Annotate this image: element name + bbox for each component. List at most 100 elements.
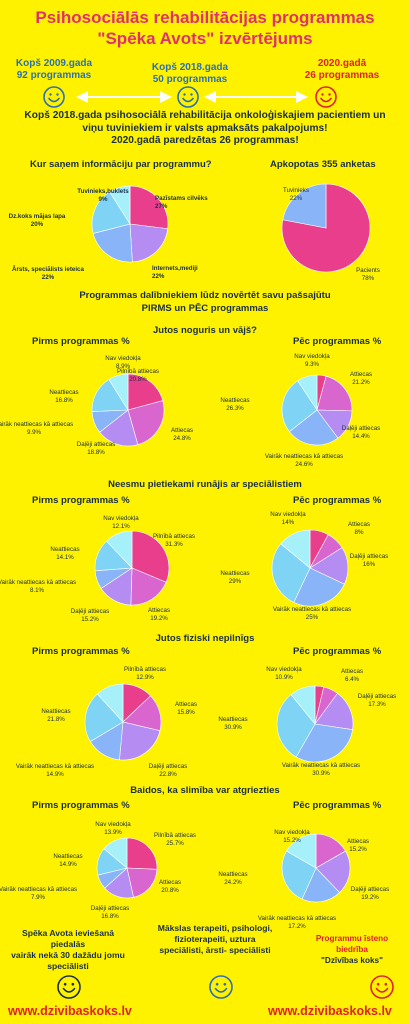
stat-2018-year: Kopš 2018.gada (151, 62, 229, 73)
slice-label: Vairāk neattiecas kā attiecas (0, 579, 76, 586)
slice-label: Daļēji attiecas (149, 763, 188, 770)
footer-middle-line1: Mākslas terapeiti, psihologi, (157, 923, 273, 933)
slice-label: Vairāk neattiecas kā attiecas (273, 606, 351, 613)
slice-label: Pilnībā attiecas (117, 368, 159, 375)
slice-value: 25% (306, 614, 319, 621)
slice-value: 22% (152, 273, 165, 280)
slice-label: Ārsts, speciālists ieteica (12, 266, 84, 273)
slice-label: Attiecas (175, 701, 197, 708)
slice-label: Daļēji attiecas (358, 693, 397, 700)
pie-slice (127, 373, 164, 411)
stat-2018: Kopš 2018.gada 50 programmas (140, 62, 240, 86)
slice-value: 20% (31, 221, 44, 228)
slice-value: 27% (155, 203, 168, 210)
slice-value: 16.8% (101, 913, 119, 920)
slice-value: 26.3% (226, 405, 244, 412)
pie-slice (295, 723, 353, 763)
pie-slice (103, 837, 128, 869)
pie-slice (281, 850, 317, 900)
q4-after-label: Pēc programmas % (293, 800, 382, 811)
slice-label: Nav viedokļa (105, 355, 141, 362)
smiley-face-icon (57, 975, 81, 999)
q2-after-label: Pēc programmas % (293, 495, 382, 506)
pie-slice (293, 567, 345, 607)
smiley-face-icon (43, 86, 65, 108)
slice-value: 25.7% (166, 840, 184, 847)
slice-label: Nav viedokļa (95, 821, 131, 828)
q4-before-label: Pirms programmas % (32, 800, 130, 811)
pie-slice (290, 685, 316, 725)
website-link-right[interactable]: www.dzivibaskoks.lv (268, 1004, 392, 1018)
pie-slice (96, 683, 124, 723)
slice-value: 15.2% (81, 616, 99, 623)
slice-value: 24.2% (224, 879, 242, 886)
slice-value: 15.2% (283, 837, 301, 844)
slice-value: 22% (42, 274, 55, 281)
stat-2009: Kopš 2009.gada 92 programmas (6, 58, 102, 82)
pie-slice (282, 183, 327, 229)
slice-value: 18.8% (87, 449, 105, 456)
slice-value: 14.9% (46, 771, 64, 778)
footer-left-line2: vairāk nekā 30 dažādu jomu (11, 950, 125, 960)
footer-right-line2: biedrība (336, 945, 368, 954)
slice-label: Neattiecas (41, 708, 70, 715)
stat-2009-count: 92 programmas (16, 70, 92, 81)
slice-label: Nav viedokļa (266, 666, 302, 673)
pie-slice (131, 530, 170, 583)
slice-value: 22% (290, 195, 303, 202)
slice-value: 19.2% (150, 615, 168, 622)
info-chart-title: Kur saņem informāciju par programmu? (30, 159, 212, 170)
slice-value: 19.2% (361, 894, 379, 901)
slice-value: 31.3% (165, 541, 183, 548)
smiley-face-icon (315, 86, 337, 108)
smiley-face-icon (209, 975, 233, 999)
pie-slice (84, 693, 124, 742)
q2-before-label: Pirms programmas % (32, 495, 130, 506)
intro-text: Kopš 2018.gada psihosociālā rehabilitāci… (6, 110, 404, 148)
slice-value: 20.8% (161, 887, 179, 894)
slice-label: Pilnībā attiecas (154, 832, 196, 839)
slice-label: Daļēji attiecas (350, 553, 389, 560)
slice-label: Attiecas (348, 521, 370, 528)
slice-label: Neattiecas (53, 853, 82, 860)
pie-slice (129, 185, 169, 230)
footer-middle-line3: speciālisti, ārsti- speciālisti (159, 945, 271, 955)
slice-label: Attiecas (347, 838, 369, 845)
pie-slice (129, 223, 169, 263)
pie-slice (130, 567, 167, 606)
footer-right-line1: Programmu īsteno (315, 934, 389, 943)
slice-value: 9.9% (27, 429, 42, 436)
slice-label: Neattiecas (49, 389, 78, 396)
slice-value: 13.9% (104, 829, 122, 836)
slice-label: Daļēji attiecas (77, 441, 116, 448)
slice-value: 78% (362, 275, 375, 282)
respondents-chart-title: Apkopotas 355 anketas (270, 159, 376, 170)
slice-value: 14.9% (59, 861, 77, 868)
intro-line3: 2020.gadā paredzētas 26 programmas! (111, 135, 299, 146)
slice-value: 9.3% (305, 361, 320, 368)
stat-2020-count: 26 programmas (304, 70, 380, 81)
pie-slice (119, 721, 161, 761)
slice-label: Dz.koks mājas lapa (9, 213, 66, 220)
pie-slice (314, 692, 354, 730)
slice-value: 16% (363, 561, 376, 568)
slice-value: 10.9% (275, 674, 293, 681)
website-link-left[interactable]: www.dzivibaskoks.lv (8, 1004, 132, 1018)
slice-label: Daļēji attiecas (351, 886, 390, 893)
slice-label: Vairāk neattiecas kā attiecas (0, 886, 77, 893)
slice-label: Attiecas (159, 879, 181, 886)
slice-value: 21.2% (352, 379, 370, 386)
stat-2009-year: Kopš 2009.gada (15, 58, 93, 69)
pie-slice (280, 529, 311, 569)
pie-slice (281, 380, 318, 433)
slice-label: Daļēji attiecas (71, 608, 110, 615)
slice-value: 8.1% (30, 587, 45, 594)
pie-slice (316, 375, 353, 412)
